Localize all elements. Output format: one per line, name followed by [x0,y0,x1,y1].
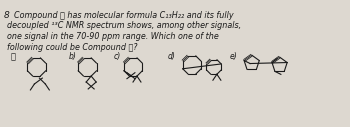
Text: ⓐ: ⓐ [10,52,16,61]
Text: c): c) [113,52,120,61]
Text: b): b) [68,52,76,61]
Text: e): e) [230,52,238,61]
Text: Compound ⒦ has molecular formula C₁₃H₂₂ and its fully: Compound ⒦ has molecular formula C₁₃H₂₂ … [14,11,233,20]
Text: decoupled ¹³C NMR spectrum shows, among other signals,: decoupled ¹³C NMR spectrum shows, among … [7,21,241,30]
Text: d): d) [168,52,176,61]
Text: following could be Compound ⒦?: following could be Compound ⒦? [7,43,137,52]
Text: 8: 8 [4,11,9,20]
Text: one signal in the 70-90 ppm range. Which one of the: one signal in the 70-90 ppm range. Which… [7,32,218,41]
